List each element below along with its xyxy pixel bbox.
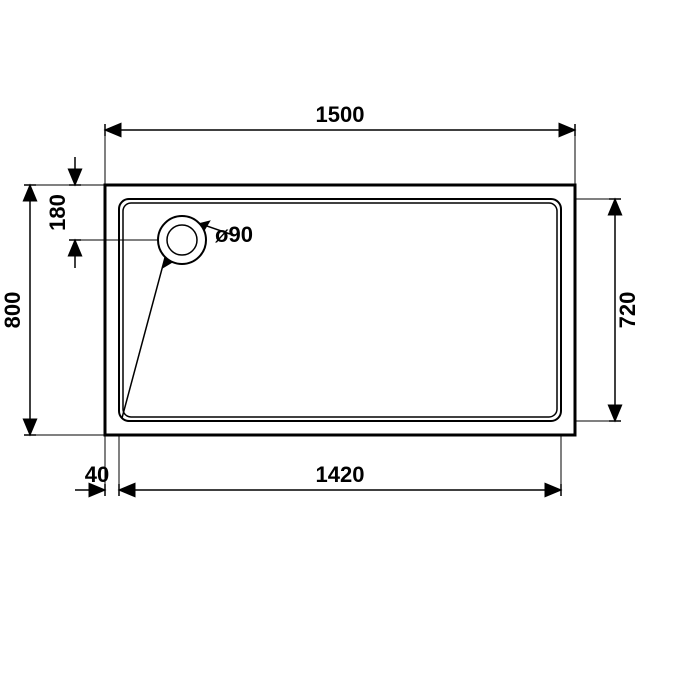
tray-outer [105, 185, 575, 435]
tray-inner-1 [119, 199, 561, 421]
dim-label-40: 40 [85, 462, 109, 487]
dim-label: 800 [0, 292, 25, 329]
drain-leader [122, 257, 165, 418]
dim-label-180: 180 [45, 194, 70, 231]
drain-label-arrowhead [199, 220, 211, 230]
technical-drawing: ø90 1500 800 180 720 1420 40 [0, 0, 675, 675]
dim-label: 1500 [316, 102, 365, 127]
drain-diameter-label: ø90 [215, 222, 253, 247]
leader-arrowhead [162, 257, 172, 269]
tray-inner-2 [123, 203, 557, 417]
drain-inner-circle [167, 225, 197, 255]
dim-label: 1420 [316, 462, 365, 487]
dim-label: 720 [615, 292, 640, 329]
